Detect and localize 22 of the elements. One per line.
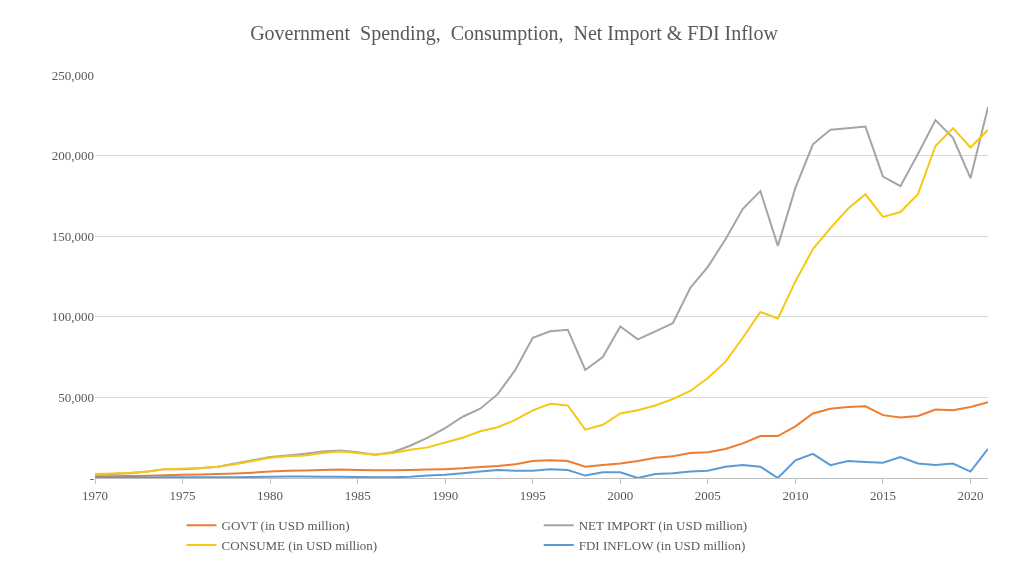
x-tick-label: 2010 (782, 487, 809, 503)
y-tick-label: 250,000 (51, 67, 94, 83)
y-tick-label: - (89, 470, 94, 486)
y-tick-label: 150,000 (51, 228, 94, 244)
legend-label: CONSUME (in USD million) (221, 538, 378, 554)
y-tick-label: 200,000 (51, 148, 94, 164)
x-tick-label: 1985 (344, 487, 371, 503)
y-tick-label: 50,000 (58, 389, 94, 405)
x-tick-label: 1995 (519, 487, 546, 503)
x-tick-label: 2005 (694, 487, 721, 503)
x-tick-label: 2020 (957, 487, 984, 503)
x-tick-label: 1990 (432, 487, 459, 503)
legend-label: FDI INFLOW (in USD million) (578, 538, 746, 554)
x-tick-label: 1975 (169, 487, 196, 503)
y-tick-label: 100,000 (51, 309, 94, 325)
x-tick-label: 2015 (869, 487, 896, 503)
legend-label: NET IMPORT (in USD million) (578, 518, 748, 534)
x-tick-label: 1980 (257, 487, 284, 503)
x-tick-label: 2000 (607, 487, 634, 503)
x-tick-label: 1970 (82, 487, 108, 503)
chart-title: Government Spending, Consumption, Net Import & FDI Inflow (250, 22, 779, 46)
legend-label: GOVT (in USD million) (221, 518, 350, 534)
